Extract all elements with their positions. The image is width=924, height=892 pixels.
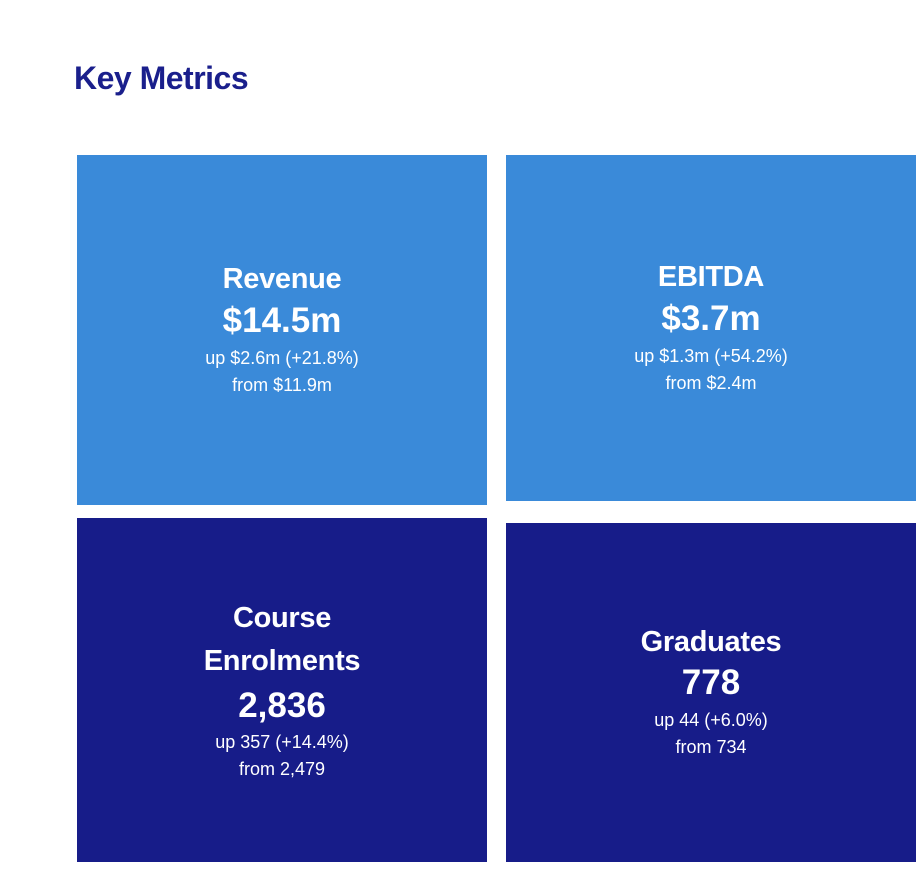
metric-previous: from 734 <box>675 737 747 758</box>
metric-previous: from $11.9m <box>232 374 332 395</box>
metric-change: up $1.3m (+54.2%) <box>634 345 788 366</box>
metric-tile-ebitda: EBITDA $3.7m up $1.3m (+54.2%) from $2.4… <box>506 155 916 501</box>
metric-label: EBITDA <box>657 261 765 294</box>
metric-label-line: Course <box>232 601 332 634</box>
metric-previous: from 2,479 <box>238 759 326 780</box>
metric-change: up $2.6m (+21.8%) <box>205 347 359 368</box>
metric-tile-graduates: Graduates 778 up 44 (+6.0%) from 734 <box>506 523 916 862</box>
metric-value: 778 <box>681 663 741 703</box>
metric-value: $14.5m <box>222 300 342 340</box>
metric-label: Graduates <box>640 625 782 658</box>
metric-label-line: Enrolments <box>203 645 361 678</box>
metric-previous: from $2.4m <box>665 372 757 393</box>
page-title: Key Metrics <box>74 60 249 96</box>
metric-change: up 357 (+14.4%) <box>215 732 349 753</box>
metric-value: $3.7m <box>661 298 761 338</box>
metric-change: up 44 (+6.0%) <box>654 710 768 731</box>
metric-tile-revenue: Revenue $14.5m up $2.6m (+21.8%) from $1… <box>77 155 487 505</box>
metric-value: 2,836 <box>238 685 326 725</box>
metric-label: Revenue <box>222 263 342 296</box>
metric-tile-course-enrolments: Course Enrolments 2,836 up 357 (+14.4%) … <box>77 518 487 862</box>
